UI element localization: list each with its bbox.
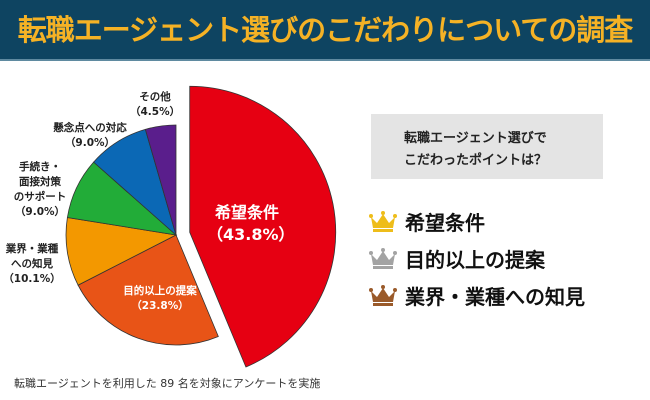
slice-value: （43.8%） (207, 225, 295, 244)
silver-crown-icon (369, 247, 397, 269)
slice-value: （4.5%） (130, 106, 181, 118)
slice-name: その他 (139, 91, 171, 103)
slice-label-sonota: その他 （4.5%） (130, 90, 180, 120)
slice-name: 懸念点への対応 (53, 122, 127, 134)
slice-label-kibou: 希望条件 （43.8%） (207, 202, 295, 246)
slice-label-teian: 目的以上の提案 （23.8%） (100, 284, 220, 314)
question-line: こだわったポイントは？ (404, 153, 548, 168)
footnote: 転職エージェントを利用した 89 名を対象にアンケートを実施 (14, 377, 321, 390)
question-box: 転職エージェント選びで こだわったポイントは？ (371, 114, 603, 179)
slice-name: 希望条件 (214, 203, 279, 222)
slice-label-gyokai: 業界・業種 への知見 （10.1%） (2, 242, 62, 287)
pie-slice-0 (189, 85, 337, 368)
ranking-item-3: 業界・業種への知見 (369, 281, 585, 310)
slice-name: への知見 (11, 258, 53, 270)
title-banner: 転職エージェント選びのこだわりについての調査 (0, 0, 650, 61)
slice-label-tetsuzuki: 手続き・ 面接対策 のサポート （9.0%） (10, 160, 70, 220)
question-line: 転職エージェント選びで (404, 131, 547, 146)
slice-value: （10.1%） (3, 273, 61, 285)
pie-slice-1 (77, 234, 219, 346)
slice-name: 目的以上の提案 (123, 285, 197, 297)
page-title: 転職エージェント選びのこだわりについての調査 (17, 13, 634, 47)
slice-label-kenen: 懸念点への対応 （9.0%） (40, 121, 140, 151)
slice-name: のサポート (13, 191, 67, 203)
pie-slice-5 (144, 124, 177, 236)
bronze-crown-icon (369, 284, 397, 306)
slice-value: （23.8%） (131, 300, 189, 312)
slice-value: （9.0%） (64, 137, 116, 149)
ranking-item-2: 目的以上の提案 (369, 244, 545, 273)
slice-value: （9.0%） (14, 206, 66, 218)
ranking-label: 希望条件 (405, 211, 485, 235)
slice-name: 業界・業種 (5, 243, 59, 255)
ranking-label: 業界・業種への知見 (405, 285, 585, 309)
ranking-item-1: 希望条件 (369, 207, 485, 236)
slice-name: 手続き・ (19, 161, 61, 173)
ranking-label: 目的以上の提案 (405, 248, 545, 272)
slice-name: 面接対策 (19, 176, 61, 188)
gold-crown-icon (369, 210, 397, 232)
